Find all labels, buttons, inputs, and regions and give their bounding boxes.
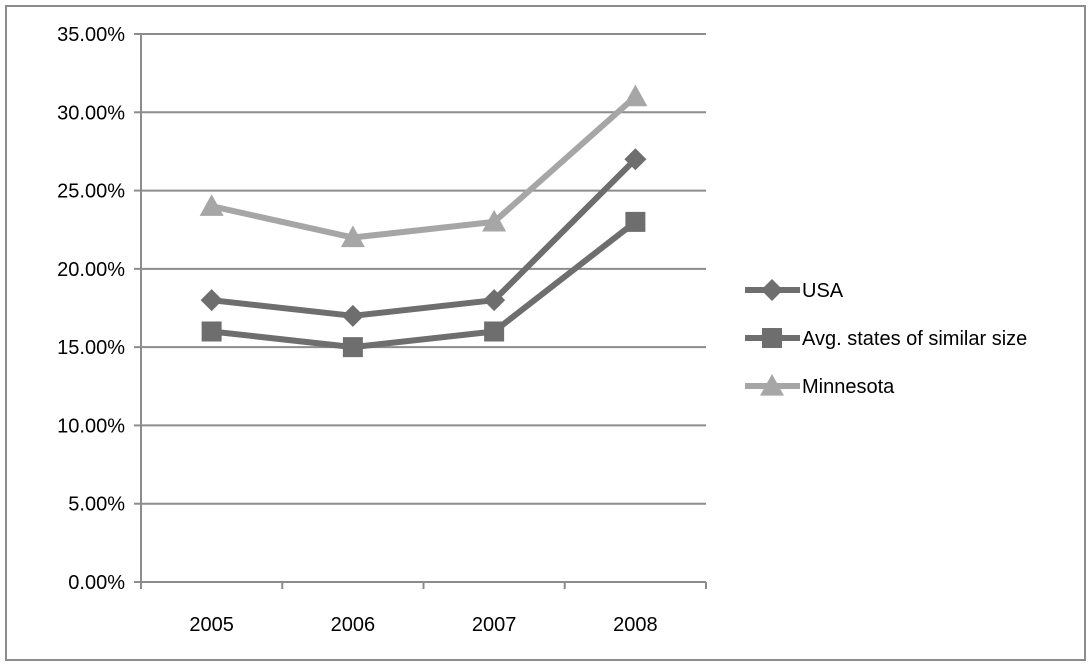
chart-frame (5, 5, 1086, 661)
y-tick-label: 35.00% (57, 24, 125, 46)
data-point (483, 289, 506, 312)
legend-label: USA (802, 280, 844, 302)
data-point (201, 321, 222, 342)
data-point (625, 211, 646, 232)
legend-marker (761, 279, 783, 301)
y-tick-label: 10.00% (57, 415, 125, 437)
data-point (200, 289, 223, 312)
legend-marker (760, 374, 784, 396)
series-lines (199, 84, 648, 358)
data-point (484, 321, 505, 342)
data-point (342, 337, 363, 358)
y-tick-label: 0.00% (68, 572, 125, 594)
legend: USA Avg. states of similar size Minnesota (745, 279, 1027, 398)
data-point (340, 225, 365, 248)
data-point (623, 84, 648, 107)
axes: 0.00% 5.00% 10.00% 15.00% 20.00% 25.00% 30.00%… (57, 24, 707, 636)
x-tick-label: 2006 (331, 614, 376, 636)
data-point (341, 304, 364, 327)
y-tick-label: 25.00% (57, 181, 125, 203)
gridlines (141, 33, 706, 505)
legend-marker (762, 328, 782, 348)
data-point (624, 148, 647, 171)
y-tick-label: 15.00% (57, 337, 125, 359)
y-tick-label: 20.00% (57, 259, 125, 281)
legend-label: Avg. states of similar size (802, 328, 1027, 350)
y-tick-label: 30.00% (57, 102, 125, 124)
data-point (482, 209, 507, 232)
series-line (211, 219, 638, 351)
x-tick-label: 2007 (472, 614, 517, 636)
legend-label: Minnesota (802, 376, 895, 398)
data-point (199, 194, 224, 216)
x-tick-label: 2008 (613, 614, 658, 636)
series-line (210, 94, 638, 241)
series-line (211, 157, 638, 319)
x-tick-label: 2005 (189, 614, 234, 636)
y-tick-label: 5.00% (68, 494, 125, 516)
